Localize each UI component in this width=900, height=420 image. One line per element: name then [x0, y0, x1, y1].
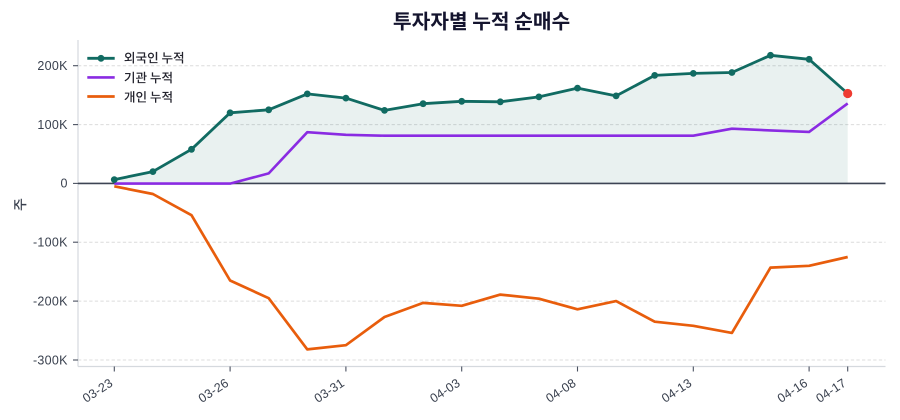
svg-text:-100K: -100K — [33, 236, 68, 250]
svg-text:100K: 100K — [37, 118, 68, 132]
svg-text:0: 0 — [61, 177, 68, 191]
svg-text:200K: 200K — [37, 59, 68, 73]
svg-text:-200K: -200K — [33, 294, 68, 308]
svg-text:-300K: -300K — [33, 353, 68, 367]
